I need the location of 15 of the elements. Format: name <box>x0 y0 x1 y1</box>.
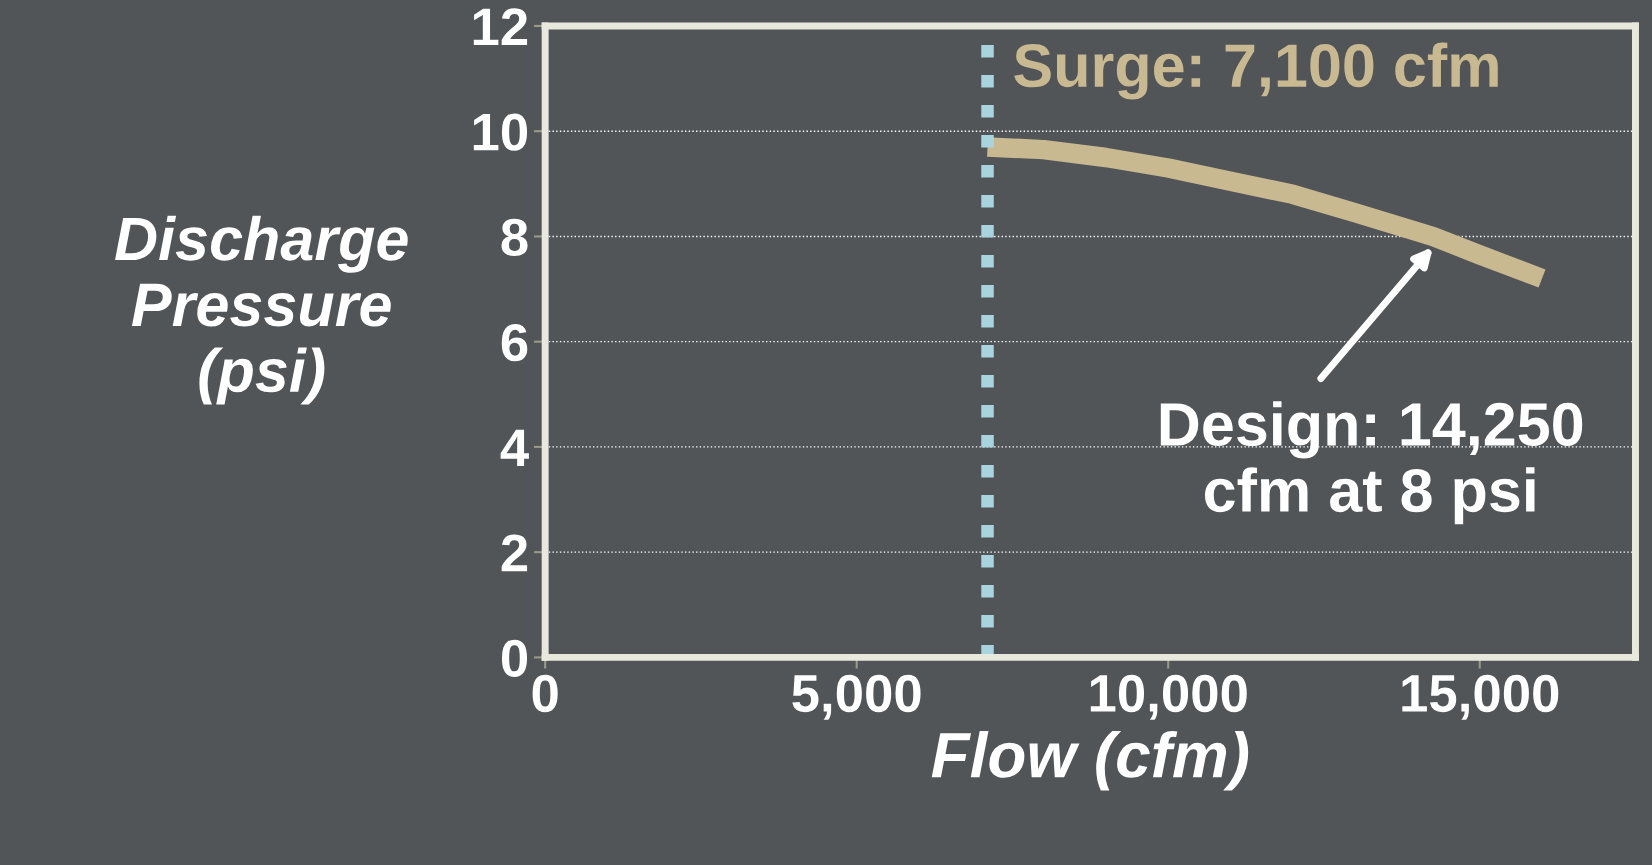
x-axis-title: Flow (cfm) <box>931 730 1249 791</box>
y-tick-label: 10 <box>473 113 528 151</box>
y-tick-label: 12 <box>473 8 528 46</box>
ref-line-label: Surge: 7,100 cfm <box>1014 42 1498 100</box>
y-tick-label: 2 <box>501 534 528 572</box>
x-tick-label: 15,000 <box>1402 674 1559 720</box>
x-tick-label: 5,000 <box>792 674 921 720</box>
x-tick-label: 0 <box>532 674 558 713</box>
y-tick-label: 4 <box>500 429 529 467</box>
y-tick-label: 6 <box>501 323 528 362</box>
annotation: Design: 14,250 cfm at 8 psi <box>1160 401 1583 525</box>
y-tick-label: 0 <box>501 639 528 678</box>
y-axis-title: Discharge Pressure (psi) <box>115 215 408 405</box>
y-tick-label: 8 <box>501 218 528 257</box>
x-tick-label: 10,000 <box>1090 674 1247 720</box>
